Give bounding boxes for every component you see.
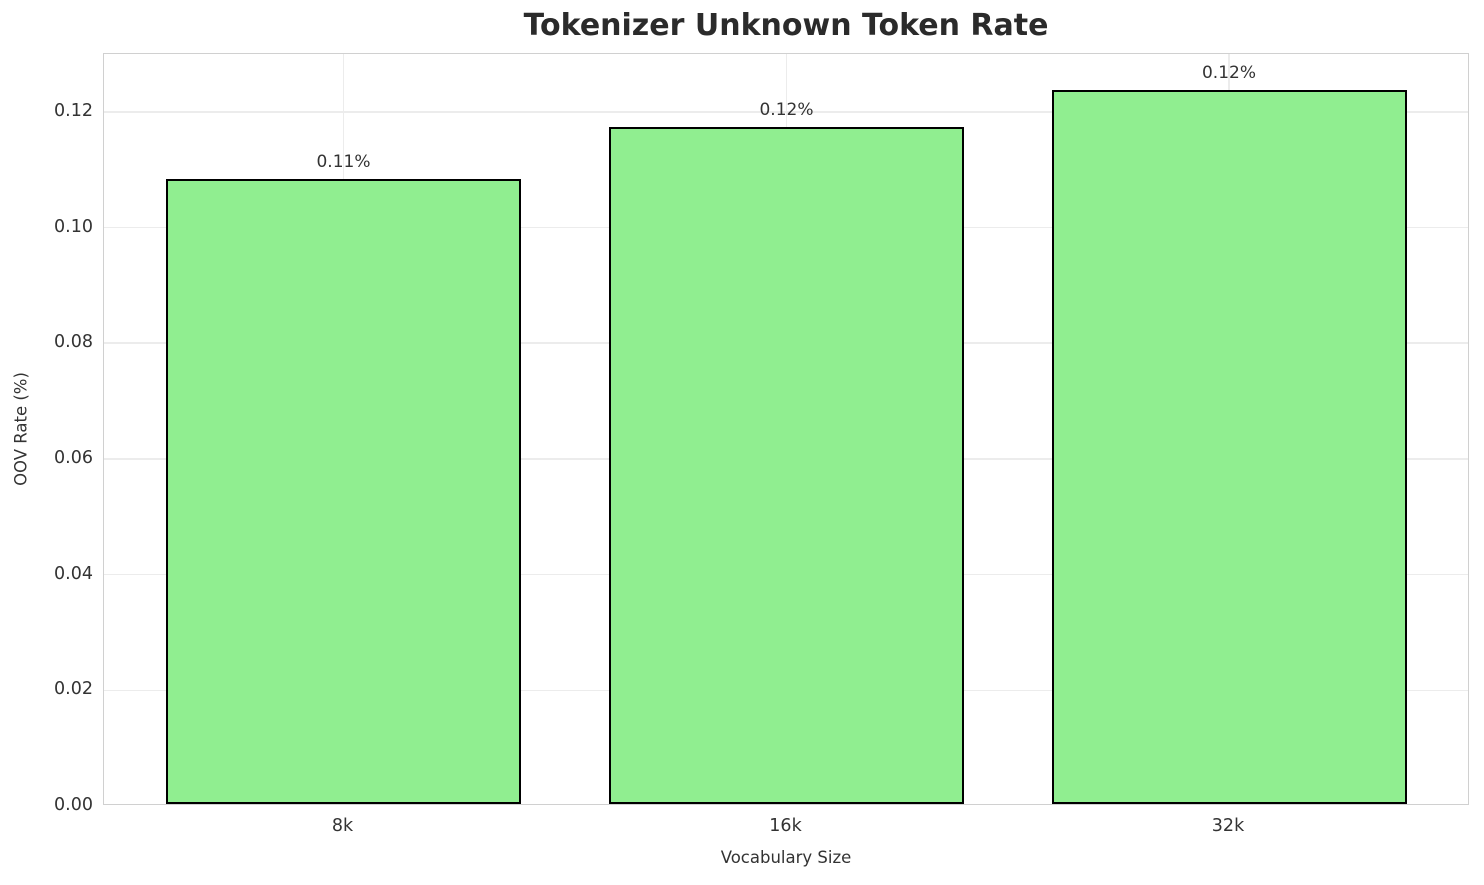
y-tick-label: 0.00: [54, 795, 93, 815]
bar-32k: [1051, 89, 1407, 804]
bar-value-label: 0.12%: [1201, 62, 1257, 83]
bar-16k: [609, 127, 964, 804]
y-tick-label: 0.06: [54, 447, 93, 468]
x-tick-label: 16k: [769, 816, 802, 836]
x-tick-label: 32k: [1211, 816, 1245, 836]
horizontal-gridline: [104, 111, 1468, 113]
y-tick-label: 0.08: [54, 332, 93, 353]
y-tick-label: 0.10: [54, 216, 93, 237]
chart-title: Tokenizer Unknown Token Rate: [523, 8, 1049, 43]
bar-8k: [166, 179, 521, 804]
x-tick-label: 8k: [331, 816, 354, 836]
plot-area: 0.11% 0.12% 0.12%: [103, 53, 1469, 805]
y-tick-label: 0.12: [54, 100, 93, 121]
y-axis-label: OOV Rate (%): [11, 372, 31, 486]
y-tick-label: 0.04: [54, 563, 93, 584]
y-tick-label: 0.02: [54, 679, 93, 700]
bar-value-label: 0.11%: [316, 152, 371, 173]
x-axis-label: Vocabulary Size: [720, 848, 852, 867]
bar-value-label: 0.12%: [759, 100, 814, 121]
